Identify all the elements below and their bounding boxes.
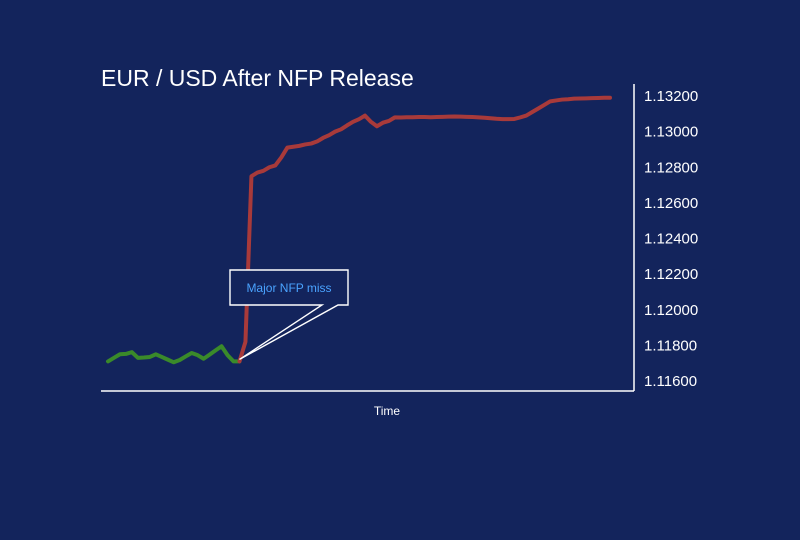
y-tick-label: 1.12600	[644, 195, 698, 212]
annotation-label: Major NFP miss	[246, 281, 331, 295]
y-tick-label: 1.12400	[644, 231, 698, 248]
series-group	[106, 95, 612, 365]
y-tick-label: 1.11800	[644, 337, 697, 354]
y-tick-label: 1.12200	[644, 266, 698, 283]
y-axis-ticks: 1.13200 1.13000 1.12800 1.12600 1.12400 1.122…	[644, 88, 698, 390]
series-line-after-release	[237, 95, 612, 364]
y-tick-label: 1.12800	[644, 159, 698, 176]
annotation-callout-box	[229, 269, 349, 361]
y-tick-label: 1.12000	[644, 302, 698, 319]
chart-title: EUR / USD After NFP Release	[101, 65, 414, 91]
x-axis-label: Time	[374, 404, 401, 418]
y-tick-label: 1.11600	[644, 373, 697, 390]
y-tick-label: 1.13000	[644, 124, 698, 141]
series-line-before-release	[106, 344, 242, 365]
y-tick-label: 1.13200	[644, 88, 698, 105]
annotation-callout: Major NFP miss	[229, 269, 349, 361]
